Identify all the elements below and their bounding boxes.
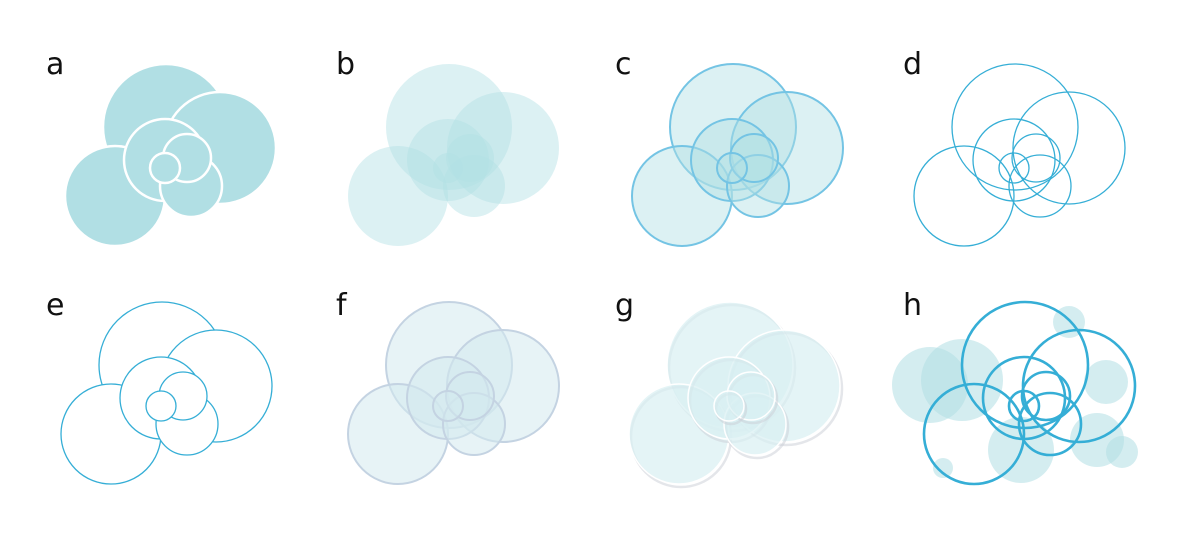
- small-inner-circle: [729, 133, 779, 183]
- tiny-core-circle: [432, 390, 464, 422]
- panel-b: b: [336, 47, 559, 246]
- panel-label: f: [336, 288, 348, 323]
- large-top-circle: [960, 300, 1090, 430]
- panel-e: e: [46, 288, 273, 485]
- tiny-core-circle: [1007, 389, 1041, 423]
- small-lower-circle: [1008, 154, 1072, 218]
- tiny-core-circle: [716, 152, 748, 184]
- large-right-circle: [447, 92, 559, 204]
- panel-label: a: [46, 47, 64, 82]
- panel-a: a: [46, 47, 278, 248]
- panel-f: f: [336, 288, 560, 485]
- large-left-circle: [348, 146, 448, 246]
- background-circle-7: [1106, 436, 1138, 468]
- medium-center-circle: [407, 119, 489, 201]
- background-circle-8: [933, 458, 953, 478]
- panel-label: e: [46, 288, 64, 323]
- large-left-circle: [631, 145, 733, 247]
- tiny-core-circle: [433, 153, 463, 183]
- tiny-core-circle: [145, 390, 177, 422]
- panel-d: d: [903, 47, 1126, 247]
- small-inner-circle: [1011, 133, 1061, 183]
- background-circle-5: [1084, 360, 1128, 404]
- large-top-circle: [951, 63, 1079, 191]
- panel-label: c: [615, 47, 632, 82]
- small-inner-circle: [1020, 370, 1072, 422]
- large-top-circle: [386, 64, 512, 190]
- background-circle-2: [892, 347, 968, 423]
- tiny-core-circle: [713, 390, 745, 422]
- panel-c: c: [615, 47, 844, 247]
- panel-label: b: [336, 47, 355, 82]
- medium-center-circle: [972, 118, 1056, 202]
- medium-center-circle: [690, 118, 774, 202]
- large-left-circle: [913, 145, 1015, 247]
- large-top-circle: [669, 63, 797, 191]
- large-left-circle: [922, 382, 1026, 486]
- small-inner-circle: [446, 134, 494, 182]
- panel-label: d: [903, 47, 922, 82]
- small-lower-circle: [443, 155, 505, 217]
- panel-h: h: [892, 288, 1138, 486]
- panel-label: h: [903, 288, 922, 323]
- large-right-circle: [730, 91, 844, 205]
- large-right-circle: [1012, 91, 1126, 205]
- tiny-core-circle: [998, 152, 1030, 184]
- panel-g: g: [615, 288, 844, 489]
- small-lower-circle: [1017, 391, 1083, 457]
- panel-label: g: [615, 288, 634, 323]
- tiny-core-circle: [148, 151, 182, 185]
